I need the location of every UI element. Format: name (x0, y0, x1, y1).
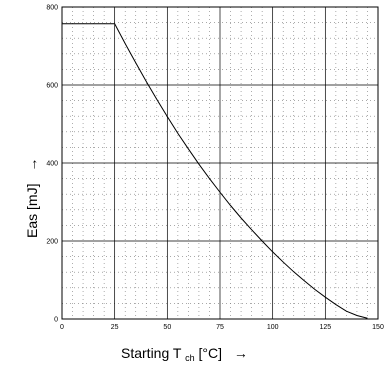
x-tick-label: 0 (60, 324, 64, 331)
x-axis-title: Starting T ch [°C] → (121, 345, 248, 364)
y-tick-label: 0 (54, 317, 58, 324)
plot-frame (61, 6, 379, 320)
x-axis-label-unit: [°C] (198, 345, 222, 361)
x-axis-label: Starting T (121, 345, 182, 361)
plot-area (61, 6, 379, 320)
y-tick-label: 200 (46, 239, 58, 246)
y-tick-label: 400 (46, 161, 58, 168)
x-tick-label: 25 (111, 324, 119, 331)
y-tick-labels: 0 200 400 600 800 (46, 5, 58, 324)
series-line-1 (62, 23, 368, 319)
y-axis-label: Eas [mJ] (24, 184, 40, 238)
x-axis-label-subscript: ch (185, 353, 195, 363)
y-tick-label: 800 (46, 5, 58, 12)
x-tick-label: 150 (372, 324, 384, 331)
x-tick-label: 100 (267, 324, 279, 331)
x-tick-label: 125 (319, 324, 331, 331)
y-tick-label: 600 (46, 83, 58, 90)
x-axis-arrow: → (234, 345, 248, 361)
y-axis-title: Eas [mJ] → (24, 158, 40, 238)
x-tick-labels: 0 25 50 75 100 125 150 (60, 324, 384, 331)
x-tick-label: 50 (163, 324, 171, 331)
y-axis-arrow: → (24, 158, 40, 172)
x-tick-label: 75 (216, 324, 224, 331)
